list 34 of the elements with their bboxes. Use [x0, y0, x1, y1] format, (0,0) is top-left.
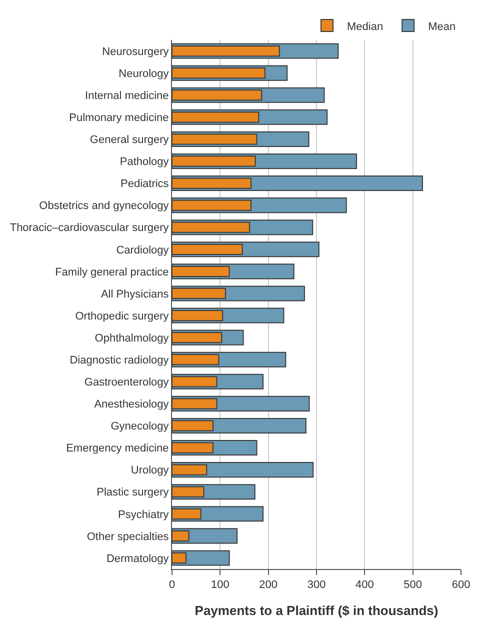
y-tick-label: Urology	[130, 464, 170, 477]
y-tick-label: Emergency medicine	[66, 442, 169, 455]
y-tick-label: Gynecology	[110, 420, 170, 433]
y-tick-label: Ophthalmology	[94, 332, 170, 344]
y-tick-label: All Physicians	[100, 288, 170, 300]
legend-label: Median	[347, 20, 384, 33]
y-tick-label: Diagnostic radiology	[70, 354, 170, 366]
y-tick-label: Orthopedic surgery	[75, 310, 170, 322]
x-tick-label: 600	[452, 579, 470, 592]
y-tick-label: Dermatology	[106, 552, 170, 565]
x-tick-label: 200	[259, 579, 278, 592]
y-tick-label: Internal medicine	[85, 90, 169, 102]
y-tick-label: Family general practice	[55, 266, 169, 278]
legend-label: Mean	[428, 20, 456, 33]
y-tick-label: Cardiology	[116, 244, 170, 256]
x-tick-label: 100	[210, 579, 230, 592]
y-tick-label: Obstetrics and gynecology	[39, 200, 170, 212]
y-tick-label: Anesthesiology	[94, 398, 170, 411]
y-tick-label: Neurosurgery	[102, 46, 170, 58]
x-tick-label: 0	[168, 579, 176, 592]
y-tick-label: Neurology	[118, 68, 170, 80]
y-tick-label: General surgery	[90, 134, 170, 146]
y-tick-label: Pathology	[120, 156, 170, 168]
y-tick-label: Pediatrics	[120, 178, 170, 190]
x-tick-label: 500	[404, 579, 422, 592]
x-tick-label: 400	[355, 579, 374, 592]
x-axis-title: Payments to a Plaintiff ($ in thousands)	[194, 602, 438, 618]
x-tick-label: 300	[307, 579, 326, 592]
y-tick-label: Other specialties	[86, 530, 170, 543]
y-tick-label: Plastic surgery	[96, 486, 170, 499]
y-tick-label: Thoracic–cardiovascular surgery	[10, 222, 170, 234]
y-tick-label: Gastroenterology	[84, 376, 170, 388]
y-tick-label: Psychiatry	[118, 508, 170, 521]
y-tick-label: Pulmonary medicine	[69, 112, 169, 124]
